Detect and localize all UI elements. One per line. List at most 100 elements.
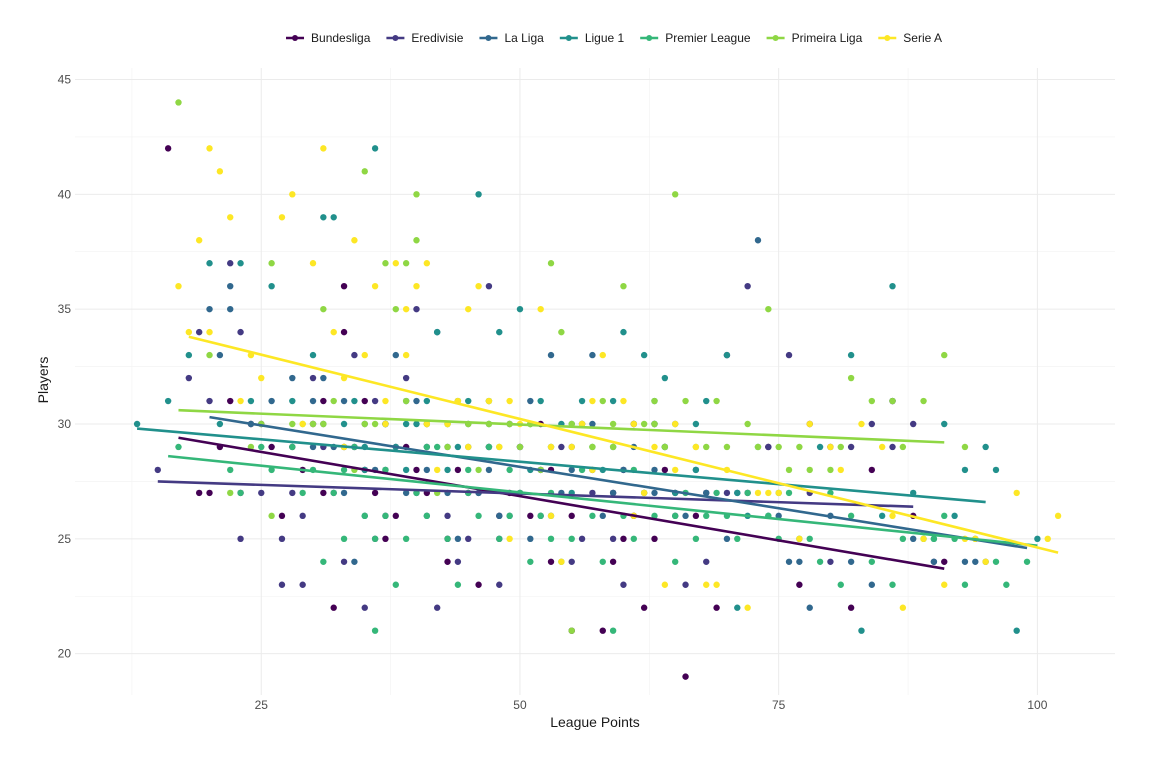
point-bundesliga	[941, 558, 948, 565]
point-la-liga	[423, 466, 431, 474]
point-premier-league	[423, 512, 431, 520]
point-la-liga	[351, 558, 358, 565]
point-la-liga	[723, 535, 731, 543]
point-serie-a	[506, 397, 513, 405]
point-la-liga	[589, 351, 596, 359]
point-ligue-1	[413, 420, 420, 428]
point-eredivisie	[568, 558, 575, 565]
point-la-liga	[775, 512, 782, 520]
point-la-liga	[806, 604, 813, 611]
point-bundesliga	[227, 397, 234, 405]
point-bundesliga	[444, 558, 451, 565]
point-eredivisie	[154, 466, 161, 474]
point-premier-league	[506, 466, 513, 474]
point-premier-league	[289, 443, 296, 451]
point-bundesliga	[868, 466, 876, 474]
point-la-liga	[703, 489, 710, 497]
point-primeira-liga	[444, 443, 451, 451]
point-primeira-liga	[547, 260, 555, 267]
point-premier-league	[547, 535, 555, 543]
point-serie-a	[837, 466, 844, 474]
point-ligue-1	[423, 397, 431, 405]
point-primeira-liga	[392, 305, 399, 313]
point-premier-league	[527, 558, 534, 565]
point-primeira-liga	[899, 443, 907, 451]
point-la-liga	[589, 420, 596, 428]
point-la-liga	[847, 558, 855, 565]
point-la-liga	[910, 535, 917, 543]
point-primeira-liga	[868, 397, 876, 405]
point-primeira-liga	[320, 305, 327, 313]
point-eredivisie	[589, 489, 596, 497]
point-eredivisie	[413, 305, 420, 313]
point-primeira-liga	[247, 443, 255, 451]
point-serie-a	[620, 397, 627, 405]
point-premier-league	[671, 558, 679, 565]
point-serie-a	[651, 443, 658, 451]
legend-item-premier-league: Premier League	[640, 31, 751, 45]
point-premier-league	[423, 443, 431, 451]
point-serie-a	[392, 260, 399, 267]
point-premier-league	[589, 512, 596, 520]
point-premier-league	[268, 466, 275, 474]
point-serie-a	[475, 282, 482, 290]
point-premier-league	[734, 535, 741, 543]
point-serie-a	[382, 420, 389, 428]
point-premier-league	[941, 512, 948, 520]
point-ligue-1	[185, 351, 193, 359]
point-la-liga	[309, 397, 317, 405]
point-serie-a	[671, 420, 679, 428]
point-primeira-liga	[268, 260, 275, 267]
point-serie-a	[920, 535, 927, 543]
point-serie-a	[1013, 489, 1020, 497]
point-premier-league	[692, 535, 700, 543]
point-bundesliga	[340, 282, 348, 290]
x-axis-ticks: 25 50 75 100	[255, 698, 1048, 712]
point-la-liga	[206, 305, 213, 313]
point-ligue-1	[537, 397, 544, 405]
point-ligue-1	[723, 351, 731, 359]
point-bundesliga	[547, 558, 555, 565]
point-ligue-1	[475, 191, 482, 198]
point-la-liga	[754, 237, 762, 244]
point-eredivisie	[578, 535, 586, 543]
point-premier-league	[340, 535, 348, 543]
point-eredivisie	[682, 581, 689, 588]
point-serie-a	[703, 581, 710, 588]
point-ligue-1	[982, 443, 989, 451]
point-serie-a	[185, 328, 193, 336]
point-la-liga	[547, 351, 555, 359]
point-primeira-liga	[754, 443, 762, 451]
point-premier-league	[361, 512, 368, 520]
point-ligue-1	[320, 214, 327, 221]
point-premier-league	[889, 581, 896, 588]
point-primeira-liga	[620, 282, 627, 290]
point-la-liga	[527, 397, 534, 405]
point-primeira-liga	[330, 397, 337, 405]
point-ligue-1	[164, 397, 172, 405]
point-bundesliga	[661, 466, 669, 474]
point-ligue-1	[692, 420, 700, 428]
point-premier-league	[630, 535, 638, 543]
point-ligue-1	[692, 466, 700, 474]
point-eredivisie	[299, 581, 306, 588]
point-premier-league	[454, 581, 462, 588]
point-ligue-1	[889, 282, 896, 290]
point-bundesliga	[195, 489, 203, 497]
point-eredivisie	[237, 328, 244, 336]
point-premier-league	[506, 512, 513, 520]
point-bundesliga	[392, 512, 399, 520]
point-bundesliga	[682, 673, 689, 680]
point-ligue-1	[734, 489, 741, 497]
point-serie-a	[568, 443, 575, 451]
point-la-liga	[340, 397, 348, 405]
point-ligue-1	[289, 397, 296, 405]
point-eredivisie	[444, 512, 451, 520]
point-serie-a	[258, 374, 265, 382]
point-bundesliga	[164, 145, 172, 152]
point-primeira-liga	[568, 627, 575, 634]
point-premier-league	[402, 535, 410, 543]
point-primeira-liga	[744, 420, 751, 428]
point-bundesliga	[454, 466, 462, 474]
point-serie-a	[589, 397, 596, 405]
